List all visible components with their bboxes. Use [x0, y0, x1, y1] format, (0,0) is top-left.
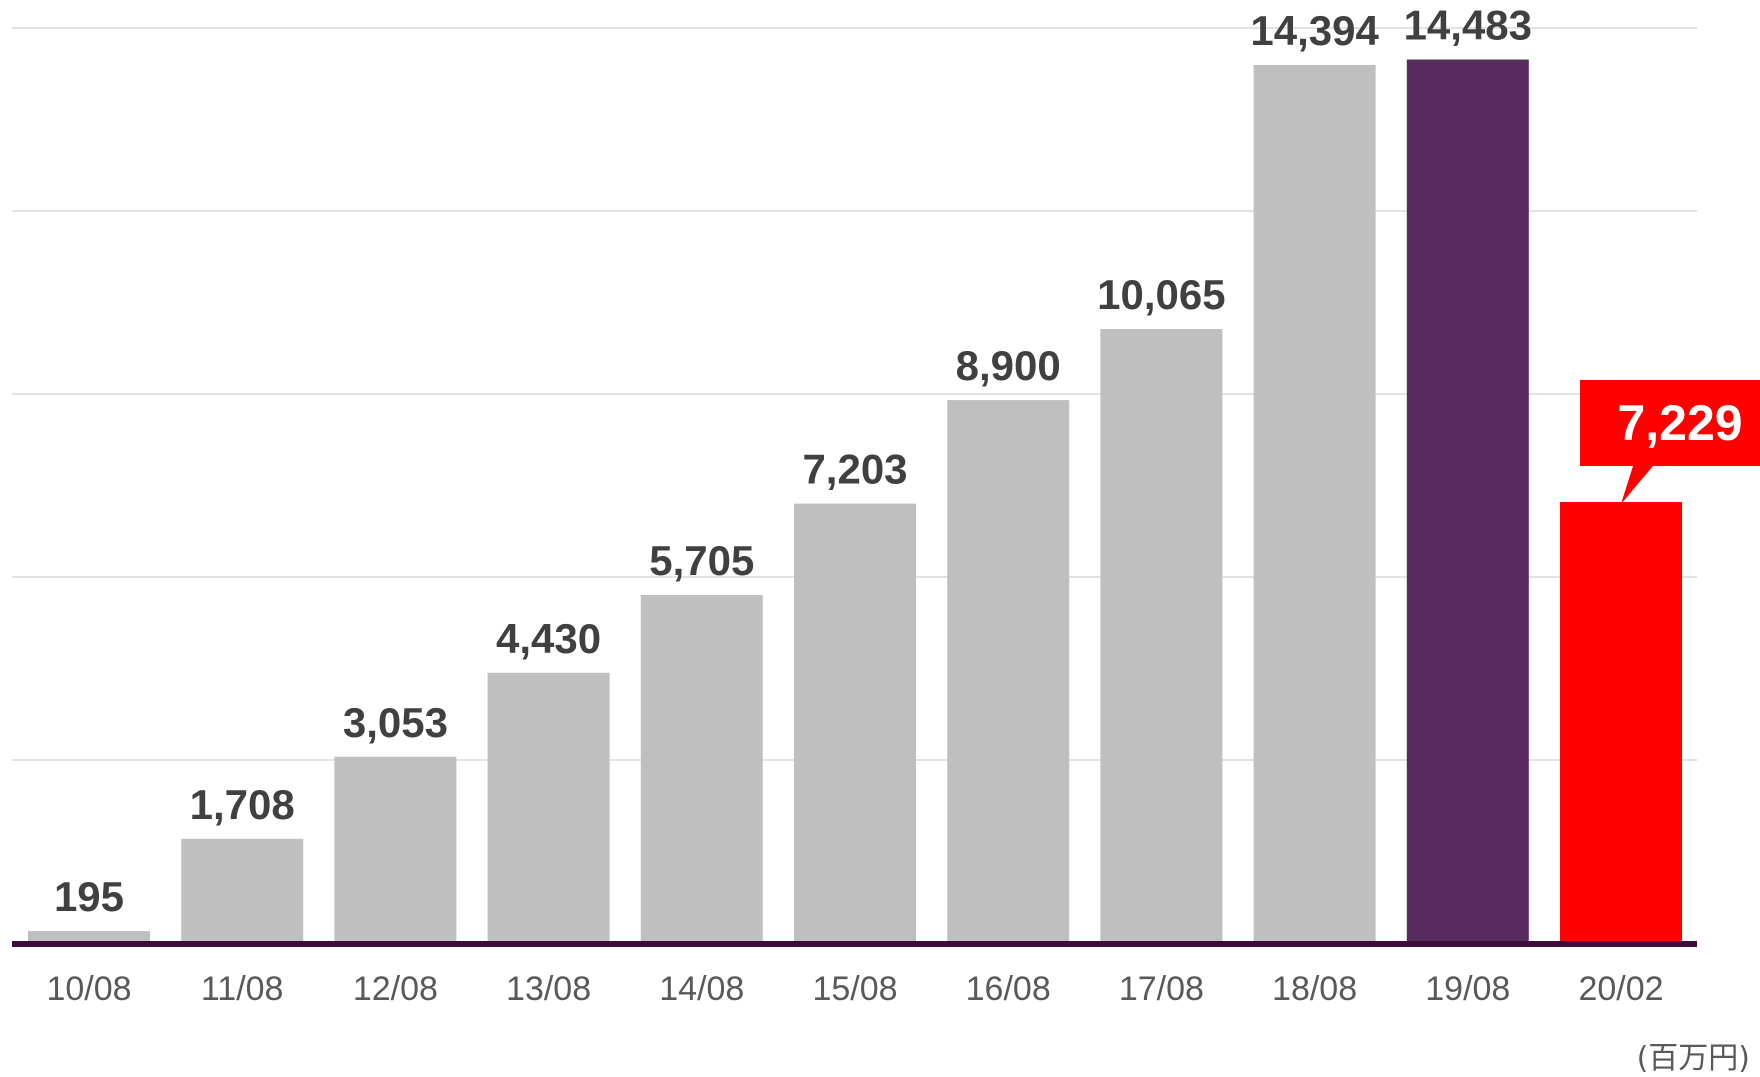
- x-tick-labels: 10/08 11/08 12/08 13/08 14/08 15/08 16/08 17/08…: [46, 970, 1663, 1008]
- value-label: 8,900: [956, 342, 1061, 389]
- bar-13-08: [487, 672, 610, 943]
- bar-16-08: [947, 400, 1070, 944]
- bars: [28, 59, 1682, 944]
- value-label: 195: [54, 873, 124, 920]
- x-tick-label: 12/08: [353, 970, 438, 1008]
- unit-label: (百万円): [1636, 1041, 1750, 1076]
- x-tick-label: 11/08: [201, 970, 284, 1008]
- value-label: 4,430: [496, 615, 601, 662]
- x-tick-label: 20/02: [1578, 970, 1663, 1008]
- value-label: 14,483: [1404, 2, 1532, 49]
- x-axis-line: [12, 941, 1697, 947]
- x-tick-label: 18/08: [1272, 970, 1357, 1008]
- bar-20-02: [1560, 502, 1682, 943]
- value-label: 14,394: [1250, 7, 1379, 54]
- callout-value-label: 7,229: [1617, 395, 1742, 451]
- x-tick-label: 19/08: [1425, 970, 1510, 1008]
- highlight-callout: 7,229: [1580, 380, 1760, 505]
- value-labels: 195 1,708 3,053 4,430 5,705 7,203 8,900 10,065 1…: [54, 2, 1532, 921]
- bar-12-08: [334, 756, 457, 943]
- value-label: 5,705: [649, 537, 754, 584]
- x-tick-label: 17/08: [1119, 970, 1204, 1008]
- x-tick-label: 13/08: [506, 970, 591, 1008]
- x-axis: [12, 941, 1697, 947]
- bar-19-08: [1406, 59, 1529, 944]
- value-label: 3,053: [343, 699, 448, 746]
- value-label: 1,708: [190, 781, 295, 828]
- value-label: 7,203: [802, 446, 907, 493]
- bar-15-08: [794, 503, 916, 943]
- bar-18-08: [1253, 64, 1376, 943]
- bar-10-08: [28, 931, 150, 943]
- bar-17-08: [1100, 329, 1223, 943]
- x-tick-label: 15/08: [812, 970, 897, 1008]
- x-tick-label: 10/08: [46, 970, 131, 1008]
- value-label: 10,065: [1097, 271, 1225, 318]
- x-tick-label: 16/08: [966, 970, 1051, 1008]
- callout-box: [1580, 380, 1760, 505]
- x-tick-label: 14/08: [659, 970, 744, 1008]
- bar-14-08: [640, 594, 763, 943]
- bar-11-08: [181, 838, 304, 943]
